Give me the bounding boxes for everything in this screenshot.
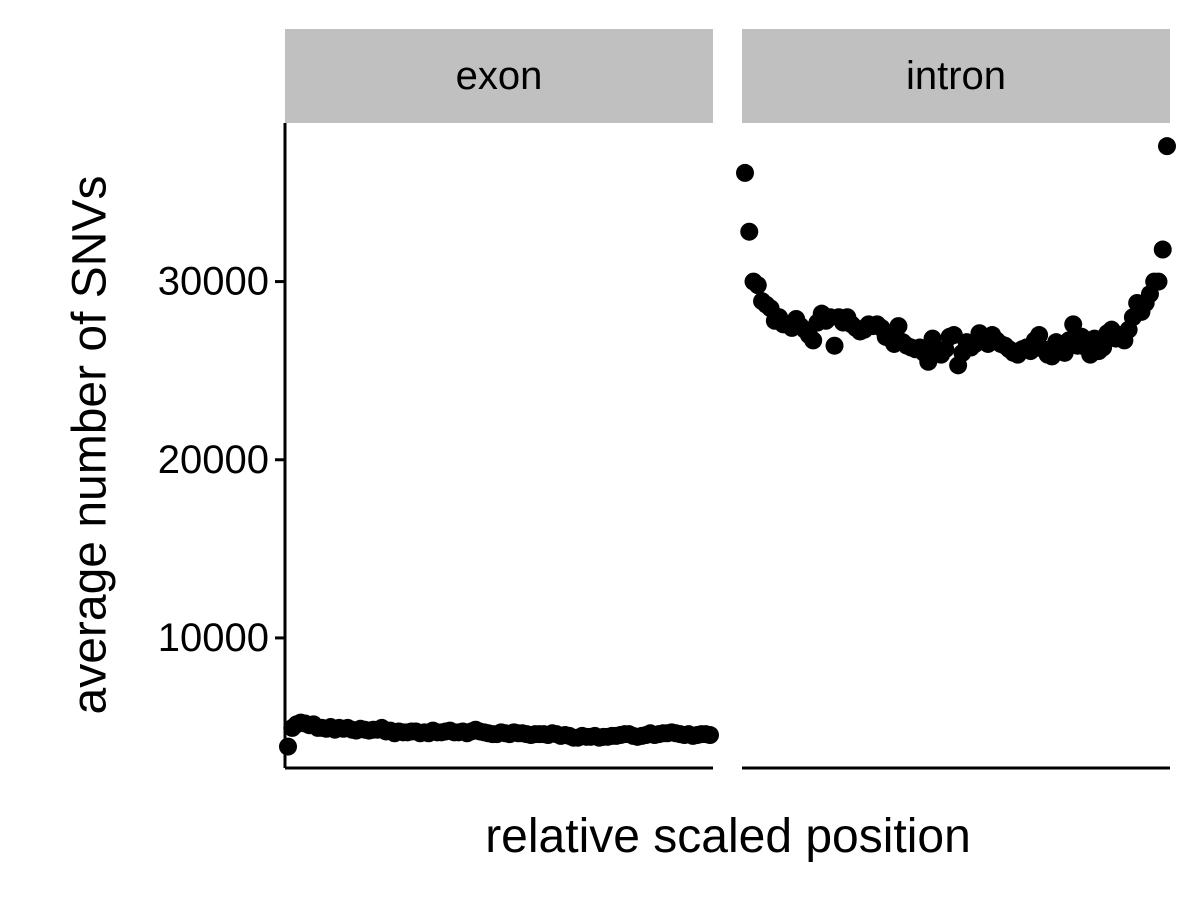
- facet-panel-intron: intron: [736, 29, 1176, 770]
- data-point: [923, 329, 942, 348]
- data-point: [1030, 326, 1049, 345]
- data-points: [279, 713, 719, 756]
- facet-strip-label: intron: [906, 54, 1006, 98]
- data-point: [1149, 272, 1168, 291]
- data-point: [701, 726, 719, 745]
- data-point: [736, 163, 754, 182]
- data-points: [736, 137, 1176, 375]
- data-point: [889, 317, 908, 336]
- facet-panel-exon: exon: [279, 29, 719, 770]
- x-axis-title: relative scaled position: [485, 810, 971, 863]
- facet-strip-label: exon: [456, 54, 543, 98]
- y-axis-title: average number of SNVs: [64, 176, 117, 715]
- facet-strip: [285, 29, 713, 123]
- data-point: [825, 336, 844, 355]
- y-tick-label: 20000: [158, 438, 269, 482]
- data-point: [804, 331, 823, 350]
- y-tick-label: 30000: [158, 260, 269, 304]
- facet-panels: exon intron: [279, 29, 1176, 770]
- facet-strip: [742, 29, 1170, 123]
- data-point: [748, 276, 767, 295]
- data-point: [1158, 137, 1176, 156]
- data-point: [1153, 240, 1172, 259]
- y-axis: 10000 20000 30000: [158, 123, 287, 768]
- data-point: [279, 737, 297, 756]
- data-point: [740, 222, 759, 241]
- y-tick-label: 10000: [158, 616, 269, 660]
- data-point: [1094, 338, 1113, 357]
